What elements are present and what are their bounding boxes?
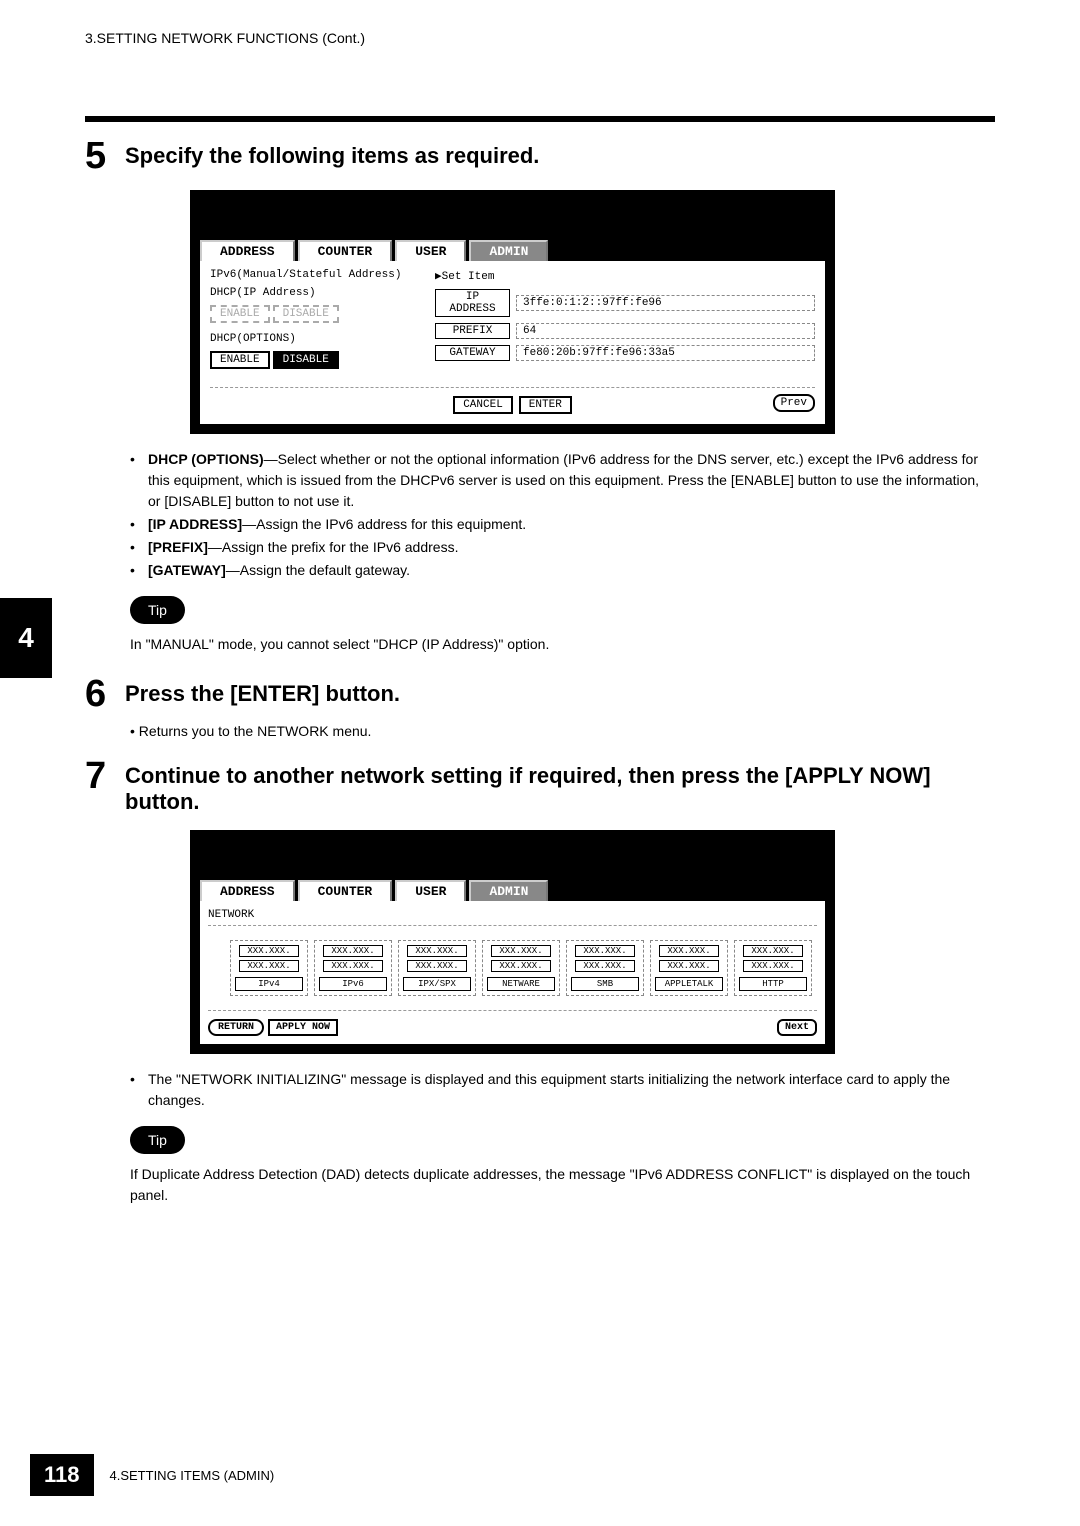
- gateway-value: fe80:20b:97ff:fe96:33a5: [516, 345, 815, 361]
- panel-right: ▶Set Item IP ADDRESS 3ffe:0:1:2::97ff:fe…: [435, 269, 815, 379]
- dhcp-opt-disable-button[interactable]: DISABLE: [273, 351, 339, 369]
- tip-badge-1: Tip: [130, 596, 185, 624]
- page-footer: 118 4.SETTING ITEMS (ADMIN): [30, 1454, 274, 1496]
- next-button[interactable]: Next: [777, 1019, 817, 1036]
- page-number: 118: [30, 1454, 94, 1496]
- tile-appletalk[interactable]: XXX.XXX.XXX.XXX.APPLETALK: [650, 940, 728, 996]
- tab-counter[interactable]: COUNTER: [298, 240, 393, 261]
- ipv6-title: IPv6(Manual/Stateful Address): [210, 269, 435, 281]
- step-6-bullet: • Returns you to the NETWORK menu.: [130, 723, 985, 739]
- prev-button[interactable]: Prev: [773, 394, 815, 412]
- prefix-bold: [PREFIX]: [148, 539, 208, 555]
- prefix-value: 64: [516, 323, 815, 339]
- step-5-title: Specify the following items as required.: [125, 137, 539, 175]
- bullet-list-1: •DHCP (OPTIONS)—Select whether or not th…: [130, 449, 985, 581]
- network-title: NETWORK: [208, 909, 817, 921]
- return-button[interactable]: RETURN: [208, 1019, 264, 1036]
- tab-bar-2: ADDRESS COUNTER USER ADMIN: [200, 880, 825, 901]
- step-7: 7 Continue to another network setting if…: [85, 757, 995, 815]
- tile-netware[interactable]: XXX.XXX.XXX.XXX.NETWARE: [482, 940, 560, 996]
- tab-user-2[interactable]: USER: [395, 880, 466, 901]
- tab-address-2[interactable]: ADDRESS: [200, 880, 295, 901]
- tile-ipxspx[interactable]: XXX.XXX.XXX.XXX.IPX/SPX: [398, 940, 476, 996]
- ip-address-bold: [IP ADDRESS]: [148, 516, 242, 532]
- network-menu-screenshot: ADDRESS COUNTER USER ADMIN NETWORK XXX.X…: [190, 830, 835, 1054]
- apply-now-button[interactable]: APPLY NOW: [268, 1019, 338, 1036]
- dhcp-opt-enable-button[interactable]: ENABLE: [210, 351, 270, 369]
- dhcp-options-desc: —Select whether or not the optional info…: [148, 451, 979, 509]
- step-7-number: 7: [85, 757, 125, 815]
- step-6-title: Press the [ENTER] button.: [125, 675, 400, 713]
- tab-address[interactable]: ADDRESS: [200, 240, 295, 261]
- network-bottom-bar: RETURN APPLY NOW Next: [208, 1015, 817, 1036]
- step-6-body: • Returns you to the NETWORK menu.: [130, 723, 985, 739]
- tab-counter-2[interactable]: COUNTER: [298, 880, 393, 901]
- step-6: 6 Press the [ENTER] button.: [85, 675, 995, 713]
- tip-text-1: In "MANUAL" mode, you cannot select "DHC…: [130, 634, 985, 655]
- enter-button[interactable]: ENTER: [519, 396, 572, 414]
- tile-ipv4[interactable]: XXX.XXX.XXX.XXX.IPv4: [230, 940, 308, 996]
- tab-admin-2[interactable]: ADMIN: [469, 880, 548, 901]
- step-5-number: 5: [85, 137, 125, 175]
- dhcp-options-bold: DHCP (OPTIONS): [148, 451, 264, 467]
- gateway-bold: [GATEWAY]: [148, 562, 226, 578]
- dhcp-ip-enable-button[interactable]: ENABLE: [210, 305, 270, 323]
- step-5: 5 Specify the following items as require…: [85, 137, 995, 175]
- ip-address-label[interactable]: IP ADDRESS: [435, 289, 510, 317]
- tile-ipv6[interactable]: XXX.XXX.XXX.XXX.IPv6: [314, 940, 392, 996]
- tile-http[interactable]: XXX.XXX.XXX.XXX.HTTP: [734, 940, 812, 996]
- tile-smb[interactable]: XXX.XXX.XXX.XXX.SMB: [566, 940, 644, 996]
- ipv6-settings-screenshot: ADDRESS COUNTER USER ADMIN IPv6(Manual/S…: [190, 190, 835, 434]
- set-item-label: ▶Set Item: [435, 269, 815, 283]
- prefix-desc: —Assign the prefix for the IPv6 address.: [208, 539, 459, 555]
- divider-rule: [85, 116, 995, 122]
- step-7-body: ADDRESS COUNTER USER ADMIN NETWORK XXX.X…: [130, 830, 985, 1206]
- bottom-bar: CANCEL ENTER Prev: [210, 387, 815, 414]
- ip-address-value: 3ffe:0:1:2::97ff:fe96: [516, 295, 815, 311]
- tab-bar: ADDRESS COUNTER USER ADMIN: [200, 240, 825, 261]
- gateway-desc: —Assign the default gateway.: [226, 562, 410, 578]
- page-content: 3.SETTING NETWORK FUNCTIONS (Cont.) 4 5 …: [0, 0, 1080, 1206]
- dhcp-ip-label: DHCP(IP Address): [210, 287, 435, 299]
- network-panel: NETWORK XXX.XXX.XXX.XXX.IPv4 XXX.XXX.XXX…: [200, 901, 825, 1044]
- tip-badge-2: Tip: [130, 1126, 185, 1154]
- ipv6-panel: IPv6(Manual/Stateful Address) DHCP(IP Ad…: [200, 261, 825, 424]
- step-6-number: 6: [85, 675, 125, 713]
- panel-left: IPv6(Manual/Stateful Address) DHCP(IP Ad…: [210, 269, 435, 379]
- tab-admin[interactable]: ADMIN: [469, 240, 548, 261]
- chapter-tab: 4: [0, 598, 52, 678]
- bullet-list-2: •The "NETWORK INITIALIZING" message is d…: [130, 1069, 985, 1111]
- cancel-button[interactable]: CANCEL: [453, 396, 513, 414]
- gateway-label[interactable]: GATEWAY: [435, 345, 510, 361]
- footer-text: 4.SETTING ITEMS (ADMIN): [110, 1468, 275, 1483]
- step-5-body: ADDRESS COUNTER USER ADMIN IPv6(Manual/S…: [130, 190, 985, 655]
- network-init-text: The "NETWORK INITIALIZING" message is di…: [148, 1069, 985, 1111]
- prefix-label[interactable]: PREFIX: [435, 323, 510, 339]
- header-text: 3.SETTING NETWORK FUNCTIONS (Cont.): [85, 30, 995, 46]
- network-tiles: XXX.XXX.XXX.XXX.IPv4 XXX.XXX.XXX.XXX.IPv…: [208, 925, 817, 1011]
- tab-user[interactable]: USER: [395, 240, 466, 261]
- ip-address-desc: —Assign the IPv6 address for this equipm…: [242, 516, 526, 532]
- dhcp-options-label: DHCP(OPTIONS): [210, 333, 435, 345]
- tip-text-2: If Duplicate Address Detection (DAD) det…: [130, 1164, 985, 1206]
- dhcp-ip-disable-button[interactable]: DISABLE: [273, 305, 339, 323]
- step-7-title: Continue to another network setting if r…: [125, 757, 995, 815]
